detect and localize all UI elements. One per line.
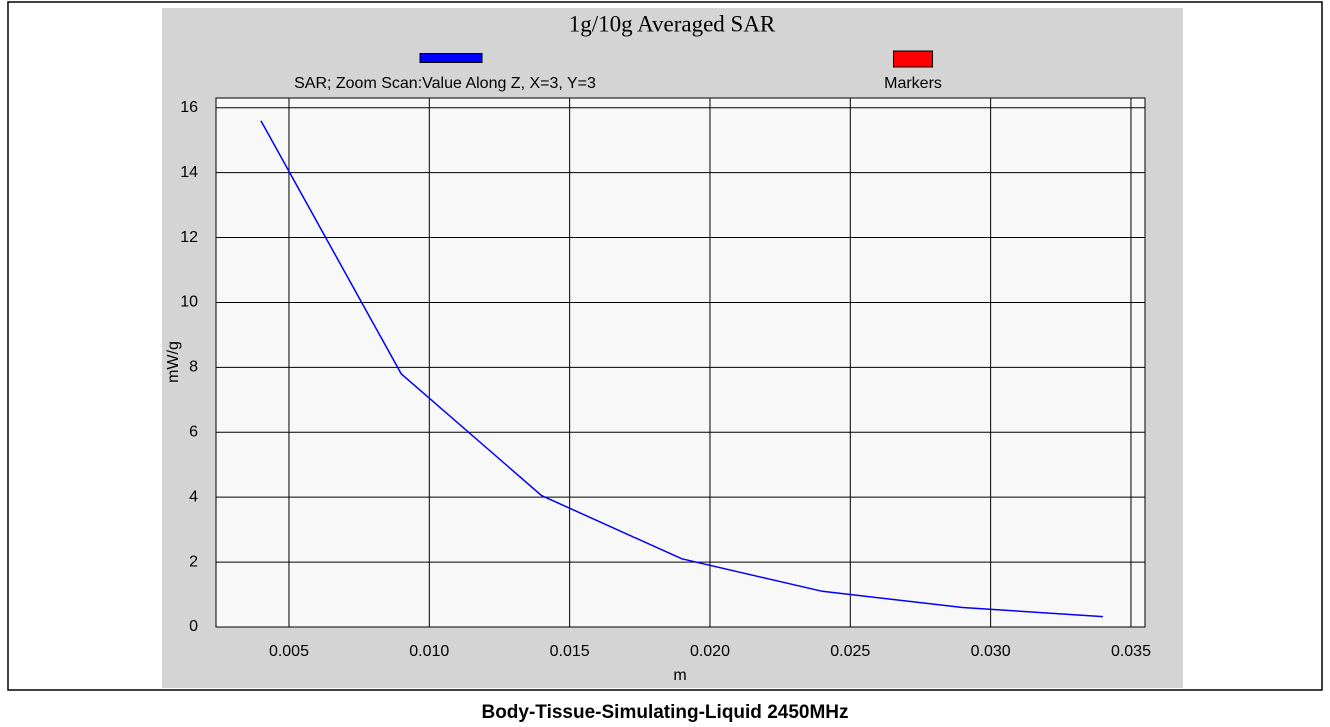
y-tick-label: 8: [189, 359, 198, 376]
plot-border: [215, 97, 1146, 628]
x-tick-label: 0.025: [830, 643, 870, 660]
x-tick-label: 0.030: [971, 643, 1011, 660]
x-tick-label: 0.010: [409, 643, 449, 660]
y-tick-label: 0: [189, 618, 198, 635]
y-tick-label: 16: [180, 99, 198, 116]
legend-swatch: [893, 50, 933, 68]
y-tick-label: 6: [189, 423, 198, 440]
x-tick-label: 0.035: [1111, 643, 1151, 660]
y-tick-label: 10: [180, 294, 198, 311]
x-tick-label: 0.015: [550, 643, 590, 660]
x-axis-label: m: [673, 667, 686, 684]
data-line: [260, 120, 1103, 618]
y-tick-label: 2: [189, 553, 198, 570]
y-axis-label: mW/g: [165, 341, 182, 383]
legend-label: Markers: [884, 75, 942, 92]
chart-title: 1g/10g Averaged SAR: [569, 11, 776, 36]
caption: Body-Tissue-Simulating-Liquid 2450MHz: [481, 702, 848, 723]
plot-area: [216, 98, 1145, 627]
y-tick-label: 12: [180, 229, 198, 246]
y-tick-label: 14: [180, 164, 198, 181]
x-tick-label: 0.005: [269, 643, 309, 660]
legend-label: SAR; Zoom Scan:Value Along Z, X=3, Y=3: [294, 75, 596, 92]
legend-swatch: [419, 53, 483, 63]
x-tick-label: 0.020: [690, 643, 730, 660]
y-tick-label: 4: [189, 488, 198, 505]
